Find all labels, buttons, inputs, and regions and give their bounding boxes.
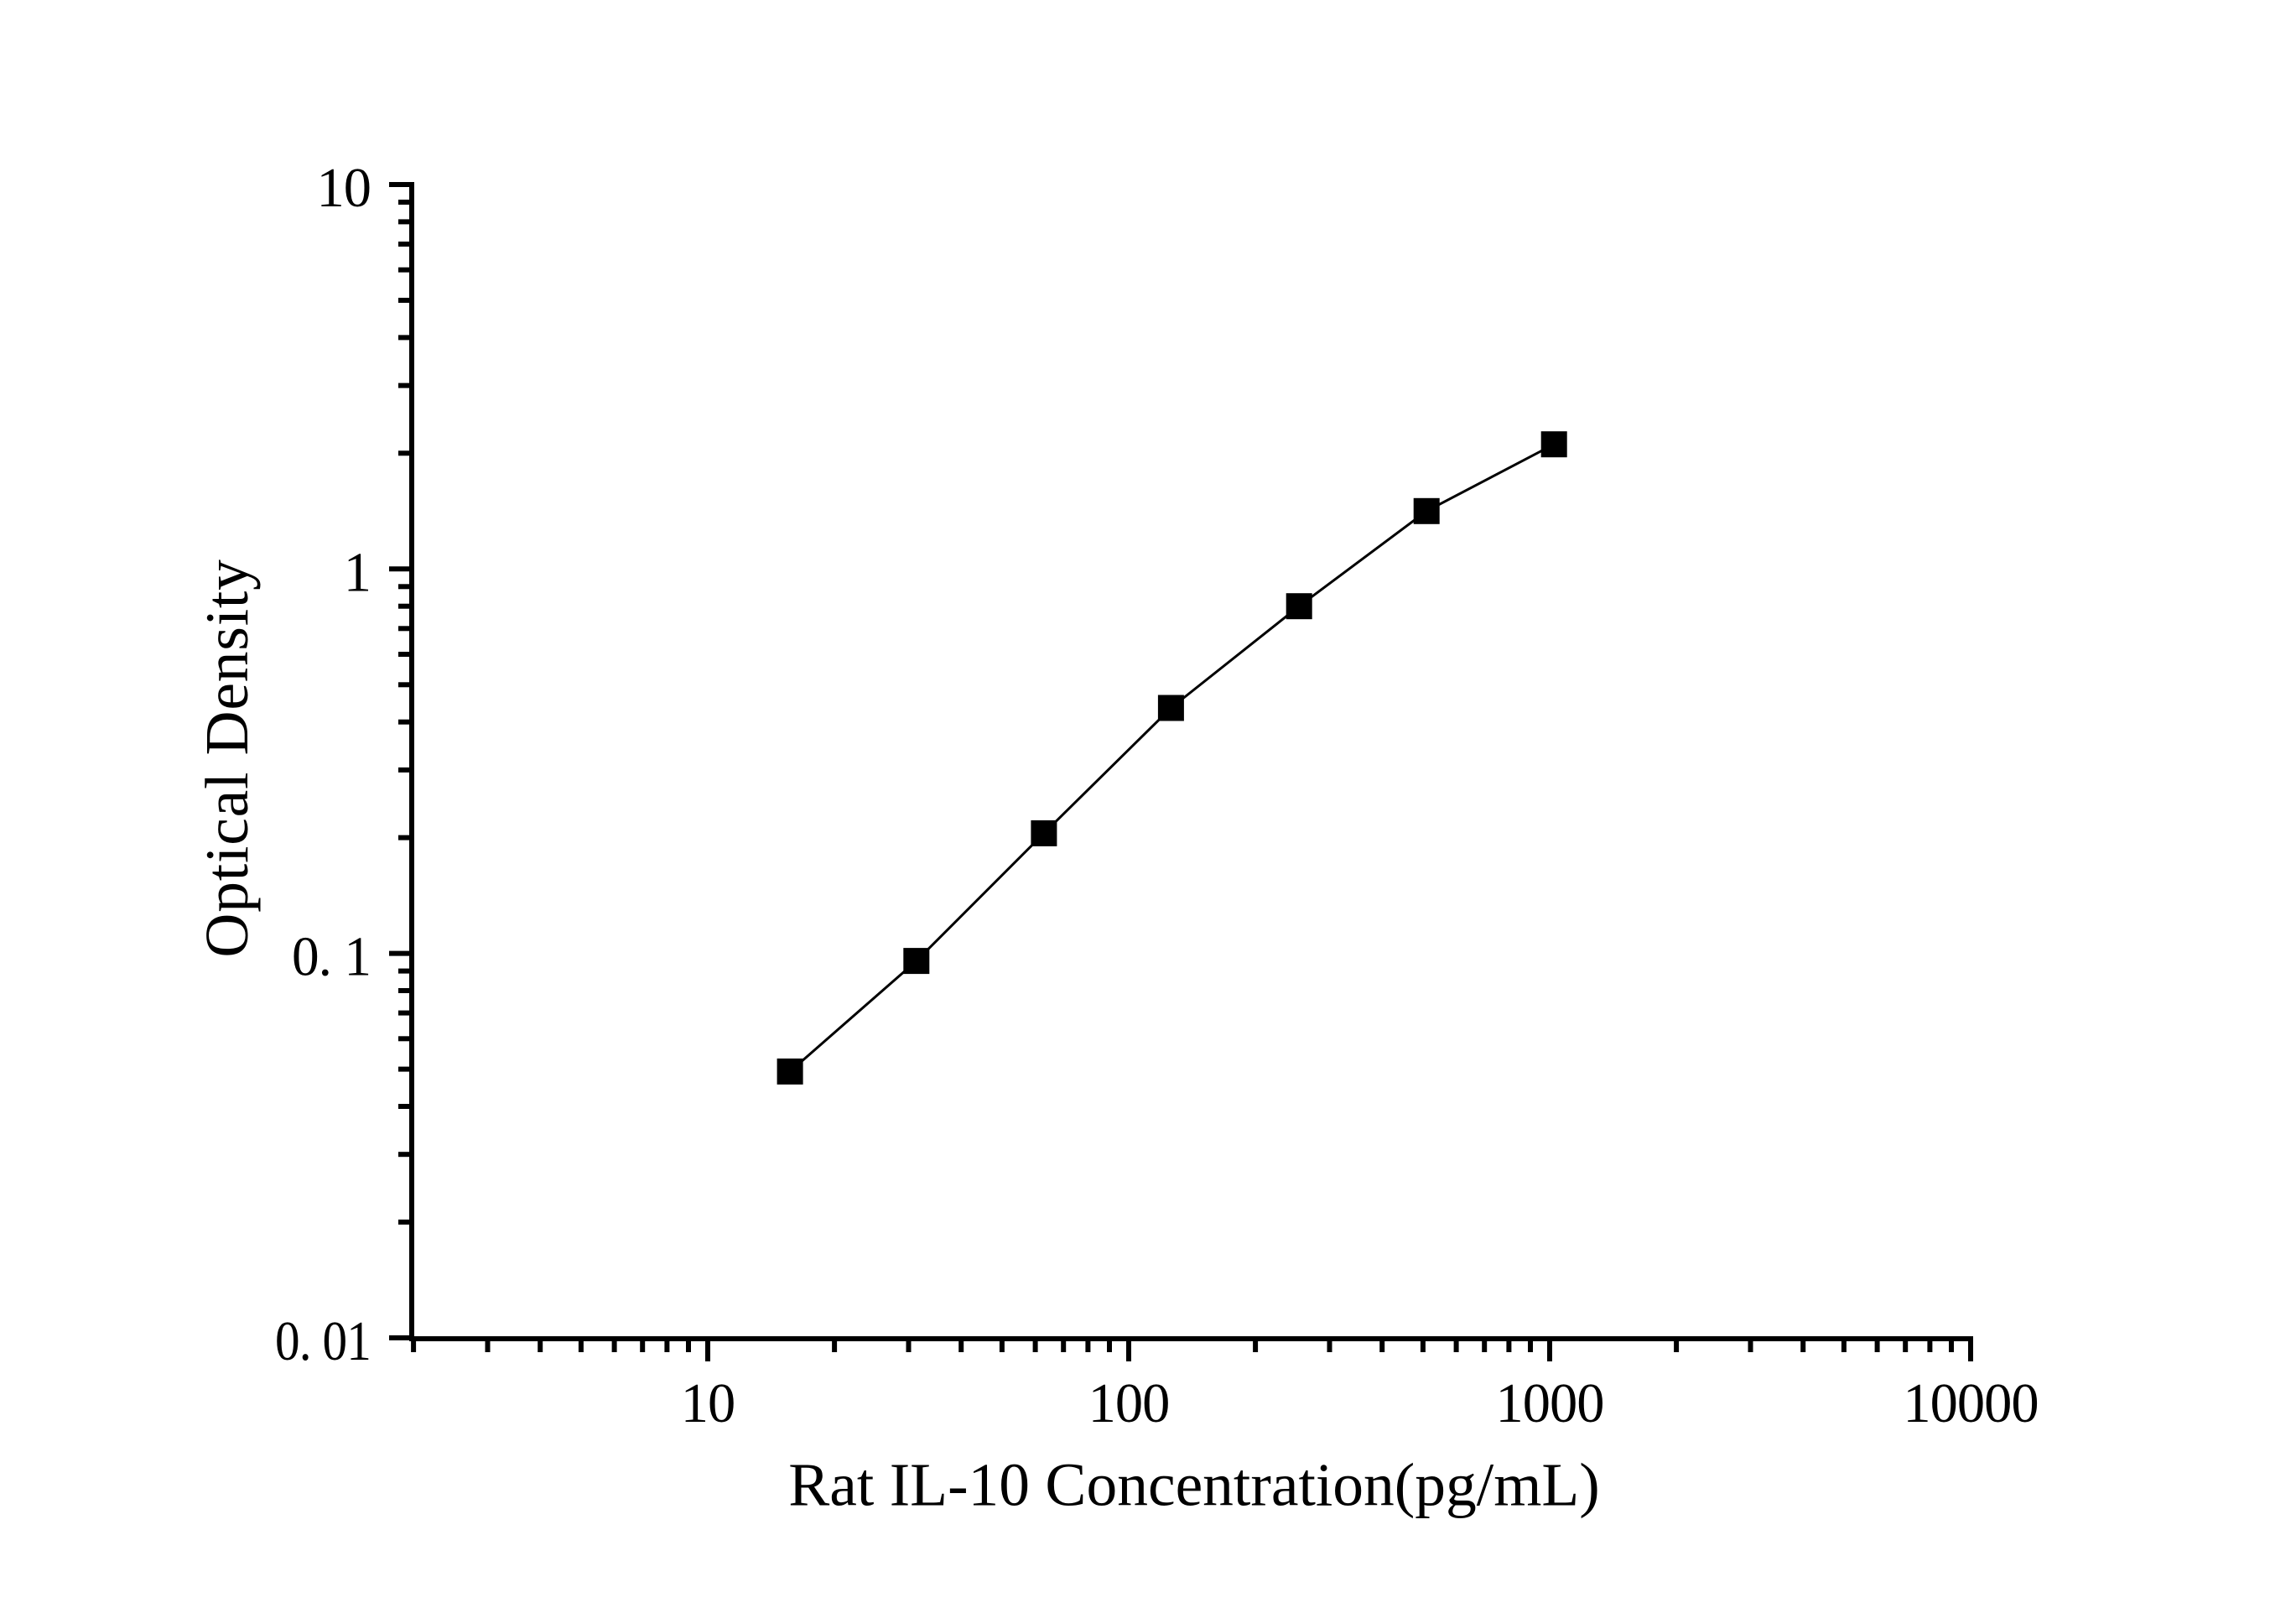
svg-text:1: 1	[344, 542, 371, 603]
svg-text:0. 01: 0. 01	[275, 1311, 371, 1372]
svg-text:10: 10	[317, 158, 371, 219]
svg-text:0. 1: 0. 1	[292, 927, 371, 988]
svg-text:10: 10	[681, 1373, 735, 1434]
svg-text:100: 100	[1088, 1373, 1170, 1434]
svg-text:1000: 1000	[1496, 1373, 1604, 1434]
svg-text:Rat IL-10 Concentration(pg/mL): Rat IL-10 Concentration(pg/mL)	[788, 1451, 1600, 1519]
svg-text:Optical Density: Optical Density	[193, 559, 261, 957]
svg-text:10000: 10000	[1903, 1373, 2038, 1434]
